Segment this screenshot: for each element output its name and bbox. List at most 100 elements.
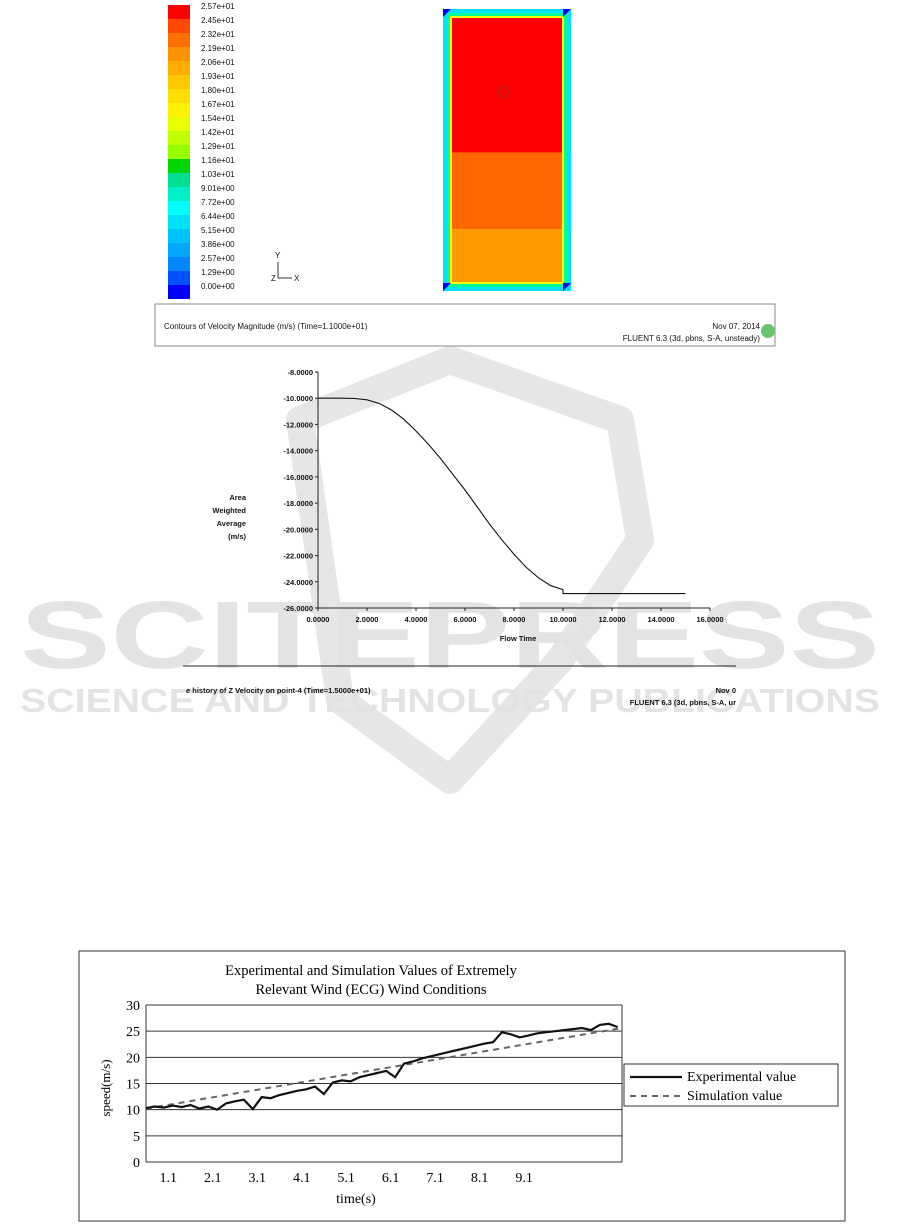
colorbar-swatch: [168, 89, 190, 103]
colorbar-swatch: [168, 187, 190, 201]
colorbar-label: 1.29e+00: [201, 268, 235, 277]
colorbar-swatch: [168, 47, 190, 61]
axis-triad-x-label: X: [294, 274, 300, 283]
history-x-ticks: 0.0000 2.0000 4.0000 6.0000 8.0000 10.0000 12.…: [307, 608, 724, 624]
contour-footer-solver: FLUENT 6.3 (3d, pbns, S-A, unsteady): [623, 334, 761, 343]
ecg-x-tick-label: 8.1: [471, 1171, 489, 1186]
ecg-y-tick-label: 5: [133, 1130, 140, 1145]
colorbar-swatch: [168, 145, 190, 159]
history-x-tick-label: 12.0000: [598, 615, 625, 624]
colorbar-label: 1.42e+01: [201, 128, 235, 137]
ecg-y-tick-label: 20: [126, 1051, 140, 1066]
fluent-logo: [761, 324, 775, 338]
colorbar-swatch: [168, 61, 190, 75]
history-ylabel-line2: Weighted: [212, 506, 246, 515]
history-ylabel-line4: (m/s): [228, 532, 246, 541]
colorbar-label: 1.54e+01: [201, 114, 235, 123]
field-corner: [443, 283, 451, 291]
ecg-comparison-panel: Experimental and Simulation Values of Ex…: [78, 950, 846, 1222]
history-y-tick-label: -10.0000: [283, 394, 313, 403]
colorbar-swatch: [168, 33, 190, 47]
colorbar-label: 5.15e+00: [201, 226, 235, 235]
legend-experimental-label: Experimental value: [687, 1070, 796, 1085]
watermark-logo: [286, 346, 654, 794]
colorbar-swatch: [168, 243, 190, 257]
history-y-tick-label: -20.0000: [283, 525, 313, 534]
history-plot-frame: [317, 372, 710, 609]
contour-footer-frame: [154, 303, 776, 347]
ecg-xlabel: time(s): [336, 1192, 376, 1207]
ecg-title-line1: Experimental and Simulation Values of Ex…: [225, 963, 517, 979]
history-y-tick-label: -8.0000: [288, 370, 313, 377]
ecg-y-tick-label: 30: [126, 999, 140, 1014]
history-x-tick-label: 16.0000: [696, 615, 723, 624]
contour-footer-title: Contours of Velocity Magnitude (m/s) (Ti…: [164, 322, 368, 331]
experimental-line: [145, 1022, 618, 1111]
colorbar-label: 2.45e+01: [201, 16, 235, 25]
ecg-x-tick-label: 6.1: [382, 1171, 400, 1186]
colorbar-label: 2.57e+01: [201, 2, 235, 11]
history-x-tick-label: 0.0000: [307, 615, 330, 624]
history-footer-solver: FLUENT 6.3 (3d, pbns, S-A, ur: [630, 698, 736, 707]
ecg-y-tick-label: 25: [126, 1025, 140, 1040]
colorbar-swatch: [168, 173, 190, 187]
history-footer-title: e history of Z Velocity on point-4 (Time…: [186, 686, 371, 695]
history-y-tick-label: -18.0000: [283, 499, 313, 508]
colorbar-swatch: [168, 229, 190, 243]
field-region-top: [452, 18, 562, 153]
history-y-tick-label: -26.0000: [283, 604, 313, 613]
colorbar-swatch: [168, 201, 190, 215]
colorbar-swatch: [168, 103, 190, 117]
history-footer-date: Nov 0: [716, 686, 736, 695]
history-y-tick-label: -22.0000: [283, 552, 313, 561]
colorbar-label: 1.80e+01: [201, 86, 235, 95]
velocity-history-panel: -8.0000 -10.0000 -12.0000 -14.0000 -16.0000 -…: [183, 370, 736, 707]
history-ylabel-line1: Area: [229, 493, 247, 502]
ecg-legend-box: [623, 1063, 839, 1107]
watermark-line2: SCIENCE AND TECHNOLOGY PUBLICATIONS: [20, 682, 880, 719]
legend-simulation-label: Simulation value: [687, 1089, 782, 1104]
ecg-grid: [145, 1004, 623, 1163]
axis-triad-z-label: Z: [271, 274, 276, 283]
field-region-middle: [452, 152, 562, 230]
colorbar-swatch: [168, 215, 190, 229]
simulation-line: [145, 1027, 623, 1110]
colorbar-swatch: [168, 75, 190, 89]
ecg-x-tick-label: 4.1: [293, 1171, 311, 1186]
field-corner: [563, 283, 571, 291]
colorbar: 2.57e+01 2.45e+01 2.32e+01 2.19e+01 2.06e+01…: [168, 2, 235, 299]
history-y-axis-title: Area Weighted Average (m/s): [212, 493, 246, 541]
watermark-line1: SCITEPRESS: [20, 582, 880, 689]
history-x-tick-label: 2.0000: [356, 615, 379, 624]
probe-marker: [497, 86, 509, 98]
colorbar-swatch: [168, 159, 190, 173]
colorbar-label: 9.01e+00: [201, 184, 235, 193]
ecg-x-tick-label: 1.1: [159, 1171, 177, 1186]
ecg-x-tick-label: 7.1: [426, 1171, 444, 1186]
history-x-tick-label: 4.0000: [405, 615, 428, 624]
colorbar-swatch: [168, 257, 190, 271]
contour-footer-date: Nov 07, 2014: [712, 322, 760, 331]
colorbar-swatch: [168, 117, 190, 131]
ecg-legend: Experimental value Simulation value: [623, 1063, 839, 1107]
colorbar-label: 2.06e+01: [201, 58, 235, 67]
colorbar-label: 2.19e+01: [201, 44, 235, 53]
history-y-ticks: -8.0000 -10.0000 -12.0000 -14.0000 -16.0000 -…: [283, 370, 318, 613]
axis-triad-y-label: Y: [275, 251, 281, 260]
history-x-tick-label: 6.0000: [454, 615, 477, 624]
ecg-y-tick-label: 15: [126, 1078, 140, 1093]
colorbar-label: 2.57e+00: [201, 254, 235, 263]
colorbar-label: 1.67e+01: [201, 100, 235, 109]
history-y-tick-label: -24.0000: [283, 578, 313, 587]
history-x-tick-label: 14.0000: [647, 615, 674, 624]
colorbar-label: 0.00e+00: [201, 282, 235, 291]
ecg-x-tick-label: 5.1: [337, 1171, 355, 1186]
contour-panel: 2.57e+01 2.45e+01 2.32e+01 2.19e+01 2.06e+01…: [154, 2, 776, 347]
history-line: [318, 397, 686, 595]
colorbar-swatch: [168, 19, 190, 33]
field-corner: [563, 9, 571, 17]
colorbar-label: 6.44e+00: [201, 212, 235, 221]
colorbar-swatch: [168, 5, 190, 19]
history-ylabel-line3: Average: [217, 519, 246, 528]
ecg-x-tick-label: 9.1: [515, 1171, 533, 1186]
